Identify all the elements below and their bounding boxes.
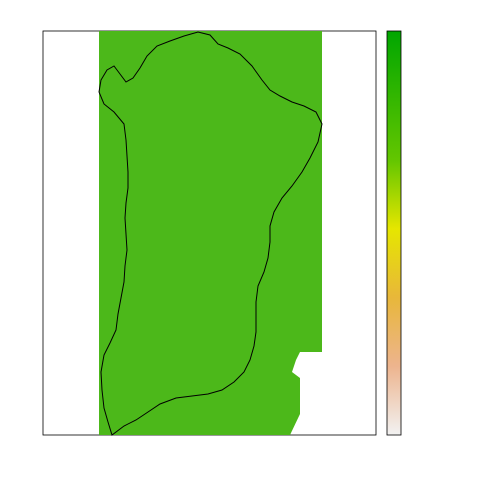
legend xyxy=(386,30,402,436)
legend-colorbar xyxy=(386,30,402,436)
wilderness-boundary xyxy=(98,31,323,436)
severity-raster xyxy=(99,31,322,435)
